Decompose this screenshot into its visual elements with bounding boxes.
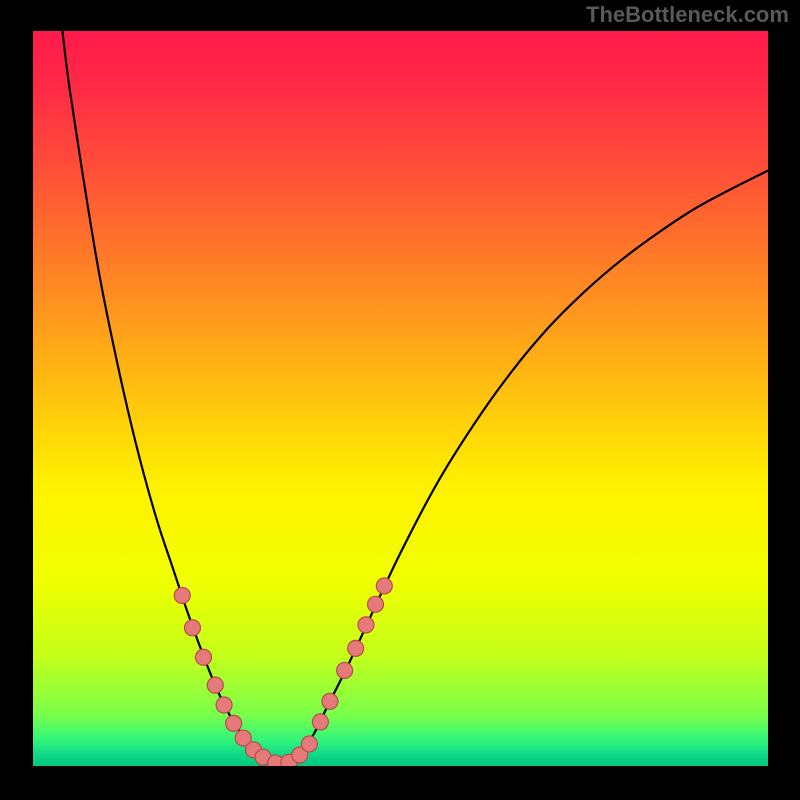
plot-area bbox=[33, 31, 768, 766]
watermark-text: TheBottleneck.com bbox=[586, 2, 789, 28]
gradient-background bbox=[33, 31, 768, 766]
chart-container: TheBottleneck.com bbox=[0, 0, 800, 800]
